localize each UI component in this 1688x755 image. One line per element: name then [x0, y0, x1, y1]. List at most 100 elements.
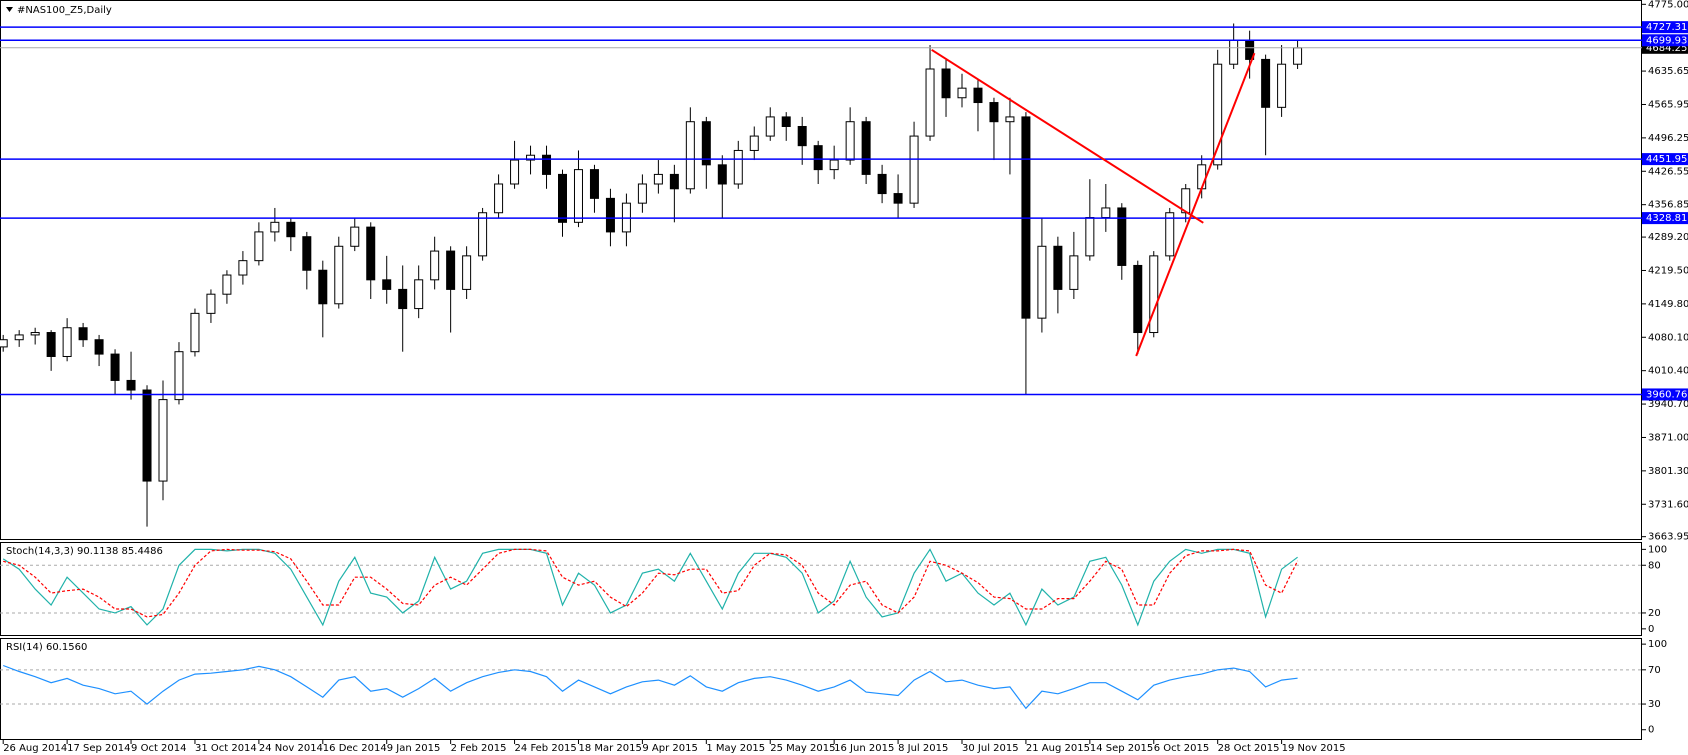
candle-body: [701, 121, 711, 166]
candle-body: [542, 154, 552, 175]
candle-body: [1053, 245, 1063, 290]
candle-body: [350, 226, 360, 247]
y-tick-label: 100: [1648, 639, 1667, 650]
candle-body: [526, 154, 536, 161]
x-tick-label: 9 Oct 2014: [131, 743, 186, 754]
candle-body: [829, 159, 839, 171]
main-panel-frame: [0, 0, 1642, 540]
candle-body: [957, 87, 967, 99]
y-tick-label: 80: [1648, 560, 1661, 571]
candle-body: [222, 274, 232, 295]
candle-body: [1165, 212, 1175, 257]
candle-body: [717, 164, 727, 185]
y-tick-label: 4426.55: [1648, 166, 1688, 177]
candle-body: [1117, 207, 1127, 266]
candle-body: [1277, 63, 1287, 108]
candle-body: [765, 116, 775, 137]
candle-body: [142, 389, 152, 482]
horizontal-line-box: [1642, 212, 1688, 225]
candle-body: [14, 334, 24, 341]
candle-body: [382, 279, 392, 290]
y-tick-label: 30: [1648, 699, 1661, 710]
candle-body: [1197, 164, 1207, 190]
y-tick-label: 3940.70: [1648, 399, 1688, 410]
candle-body: [781, 116, 791, 127]
candle-body: [302, 236, 312, 271]
x-tick-label: 2 Feb 2015: [451, 743, 507, 754]
candle-body: [446, 250, 456, 290]
x-tick-label: 31 Oct 2014: [195, 743, 257, 754]
y-tick-label: 3801.30: [1648, 466, 1688, 477]
indicator-line: [3, 548, 1299, 618]
candle-body: [510, 159, 520, 185]
x-tick-label: 14 Sep 2015: [1090, 743, 1153, 754]
candle-body: [334, 245, 344, 305]
horizontal-line-box: [1642, 388, 1688, 401]
candle-body: [1293, 47, 1303, 65]
x-tick-label: 9 Jan 2015: [387, 743, 441, 754]
candle-body: [46, 332, 56, 357]
stoch-panel-frame: [0, 542, 1642, 636]
y-tick-label: 4565.95: [1648, 99, 1688, 110]
candle-body: [749, 135, 759, 151]
indicator-line: [2, 664, 1298, 710]
candle-body: [797, 125, 807, 147]
candle-body: [270, 221, 280, 233]
candle-body: [398, 288, 408, 310]
x-tick-label: 18 Mar 2015: [578, 743, 641, 754]
candle-body: [78, 327, 88, 341]
candle-body: [925, 68, 935, 137]
candle-body: [813, 145, 823, 171]
horizontal-line-box: [1642, 153, 1688, 166]
candle-body: [414, 279, 424, 310]
candle-body: [1229, 39, 1239, 65]
candle-body: [62, 327, 72, 357]
candle-body: [845, 121, 855, 161]
y-tick-label: 3663.95: [1648, 532, 1688, 543]
candle-body: [94, 339, 104, 355]
candle-body: [254, 231, 264, 262]
candle-body: [110, 353, 120, 381]
candle-body: [430, 250, 440, 281]
y-tick-label: 4496.25: [1648, 133, 1688, 144]
x-tick-label: 17 Sep 2014: [67, 743, 130, 754]
y-tick-label: 4219.50: [1648, 265, 1688, 276]
candle-body: [1069, 255, 1079, 290]
candle-body: [238, 260, 248, 276]
x-tick-label: 8 Jul 2015: [898, 743, 948, 754]
horizontal-line-label: 4328.81: [1646, 213, 1687, 224]
x-tick-label: 25 May 2015: [770, 743, 835, 754]
y-tick-label: 70: [1648, 665, 1661, 676]
candle-body: [206, 293, 216, 314]
candle-body: [174, 351, 184, 401]
trend-line: [931, 48, 1204, 224]
x-tick-label: 30 Jul 2015: [962, 743, 1019, 754]
menu-arrow[interactable]: [6, 7, 13, 12]
candle-body: [366, 226, 376, 281]
candle-body: [558, 173, 567, 223]
y-tick-label: 4010.40: [1648, 366, 1688, 377]
x-tick-label: 1 May 2015: [706, 743, 765, 754]
candle-body: [669, 173, 679, 190]
candle-body: [0, 339, 8, 348]
candle-body: [462, 255, 472, 290]
x-tick-label: 26 Aug 2014: [3, 743, 67, 754]
candle-body: [126, 379, 136, 391]
candle-body: [893, 193, 903, 204]
candle-body: [1085, 217, 1095, 257]
candle-body: [190, 312, 200, 353]
candle-body: [1261, 58, 1271, 108]
candle-body: [989, 102, 999, 123]
candle-body: [1149, 255, 1159, 334]
candle-body: [478, 212, 488, 257]
candle-body: [1005, 116, 1015, 123]
candle-body: [589, 169, 599, 199]
trend-line: [1135, 52, 1256, 357]
x-tick-label: 6 Oct 2015: [1154, 743, 1209, 754]
last-price-label: 4684.25: [1646, 43, 1687, 54]
candle-body: [573, 169, 583, 223]
rsi-title: RSI(14) 60.1560: [6, 642, 87, 653]
